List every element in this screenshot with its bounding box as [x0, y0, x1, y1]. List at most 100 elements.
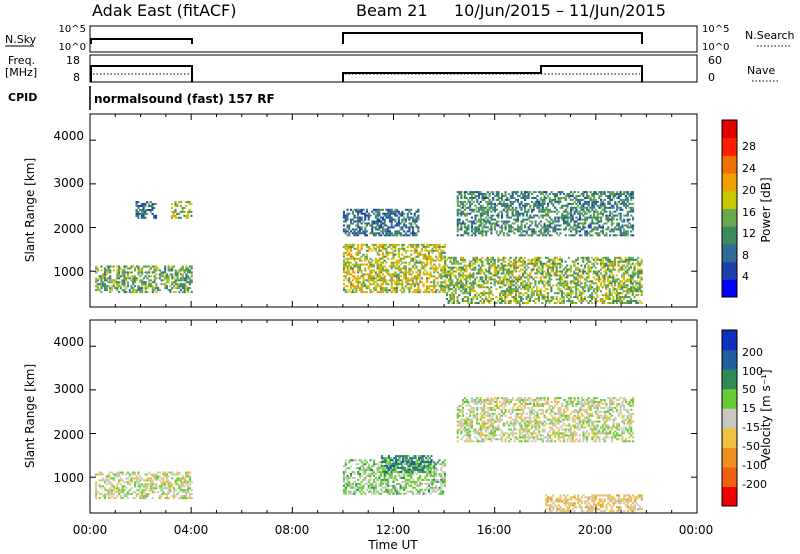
echo-cell: [564, 216, 567, 219]
echo-cell: [167, 479, 170, 482]
echo-cell: [560, 260, 563, 263]
echo-cell: [112, 487, 115, 490]
echo-cell: [576, 272, 579, 275]
echo-cell: [440, 273, 443, 276]
echo-cell: [412, 245, 415, 248]
echo-cell: [541, 216, 544, 219]
echo-cell: [591, 266, 594, 269]
echo-cell: [355, 459, 358, 462]
echo-cell: [559, 280, 562, 283]
echo-cell: [410, 257, 413, 260]
echo-cell: [470, 224, 473, 227]
echo-cell: [387, 232, 390, 235]
echo-cell: [158, 485, 161, 488]
echo-cell: [571, 234, 574, 237]
echo-cell: [403, 275, 406, 278]
echo-cell: [536, 292, 539, 295]
echo-cell: [151, 291, 154, 294]
echo-cell: [180, 485, 183, 488]
echo-cell: [594, 202, 597, 205]
echo-cell: [357, 230, 360, 233]
echo-cell: [344, 257, 347, 260]
echo-cell: [171, 477, 174, 480]
echo-cell: [527, 234, 530, 237]
echo-cell: [631, 300, 634, 302]
echo-cell: [557, 220, 560, 223]
echo-cell: [373, 277, 376, 280]
echo-cell: [431, 251, 434, 254]
echo-cell: [137, 214, 140, 217]
echo-cell: [178, 291, 181, 294]
echo-cell: [630, 280, 633, 283]
echo-cell: [563, 216, 566, 219]
echo-cell: [601, 204, 604, 207]
echo-cell: [509, 286, 512, 289]
echo-cell: [431, 267, 434, 270]
echo-cell: [378, 226, 381, 229]
echo-cell: [153, 267, 156, 270]
echo-cell: [390, 275, 393, 278]
echo-cell: [500, 300, 503, 302]
echo-cell: [342, 275, 345, 278]
echo-cell: [527, 290, 530, 293]
echo-cell: [582, 206, 585, 209]
echo-cell: [596, 284, 599, 287]
echo-cell: [387, 271, 390, 274]
echo-cell: [539, 232, 542, 235]
echo-cell: [116, 489, 119, 492]
echo-cell: [187, 271, 190, 274]
echo-cell: [525, 268, 528, 271]
echo-cell: [435, 245, 438, 248]
echo-cell: [183, 491, 186, 494]
echo-cell: [401, 257, 404, 260]
echo-cell: [631, 256, 634, 259]
echo-cell: [452, 266, 455, 269]
echo-cell: [534, 191, 537, 194]
echo-cell: [470, 300, 473, 302]
echo-cell: [548, 198, 551, 201]
echo-cell: [376, 212, 379, 215]
echo-cell: [171, 283, 174, 286]
echo-cell: [566, 222, 569, 225]
echo-cell: [165, 281, 168, 284]
echo-cell: [538, 222, 541, 225]
echo-cell: [438, 291, 441, 294]
echo-cell: [401, 218, 404, 221]
echo-cell: [504, 204, 507, 207]
echo-cell: [417, 277, 420, 280]
echo-cell: [461, 268, 464, 271]
echo-cell: [534, 214, 537, 217]
echo-cell: [139, 483, 142, 486]
echo-cell: [617, 294, 620, 297]
echo-cell: [164, 275, 167, 278]
echo-cell: [497, 234, 500, 237]
echo-cell: [497, 220, 500, 223]
echo-cell: [139, 279, 142, 282]
echo-cell: [360, 291, 363, 294]
echo-cell: [153, 275, 156, 278]
echo-cell: [488, 202, 491, 205]
echo-cell: [534, 202, 537, 205]
echo-cell: [571, 228, 574, 231]
echo-cell: [601, 294, 604, 297]
echo-cell: [557, 198, 560, 201]
echo-cell: [564, 208, 567, 211]
echo-cell: [518, 258, 521, 261]
echo-cell: [591, 206, 594, 209]
echo-cell: [387, 230, 390, 233]
echo-cell: [608, 282, 611, 285]
echo-cell: [514, 260, 517, 263]
echo-cell: [506, 288, 509, 291]
echo-cell: [185, 495, 188, 498]
echo-cell: [525, 230, 528, 233]
echo-cell: [130, 291, 133, 294]
echo-cell: [621, 202, 624, 205]
echo-cell: [137, 207, 140, 209]
echo-cell: [531, 200, 534, 203]
echo-cell: [404, 218, 407, 221]
echo-cell: [396, 283, 399, 286]
echo-cell: [390, 267, 393, 270]
echo-cell: [187, 471, 190, 474]
echo-cell: [148, 489, 151, 492]
echo-cell: [532, 268, 535, 271]
